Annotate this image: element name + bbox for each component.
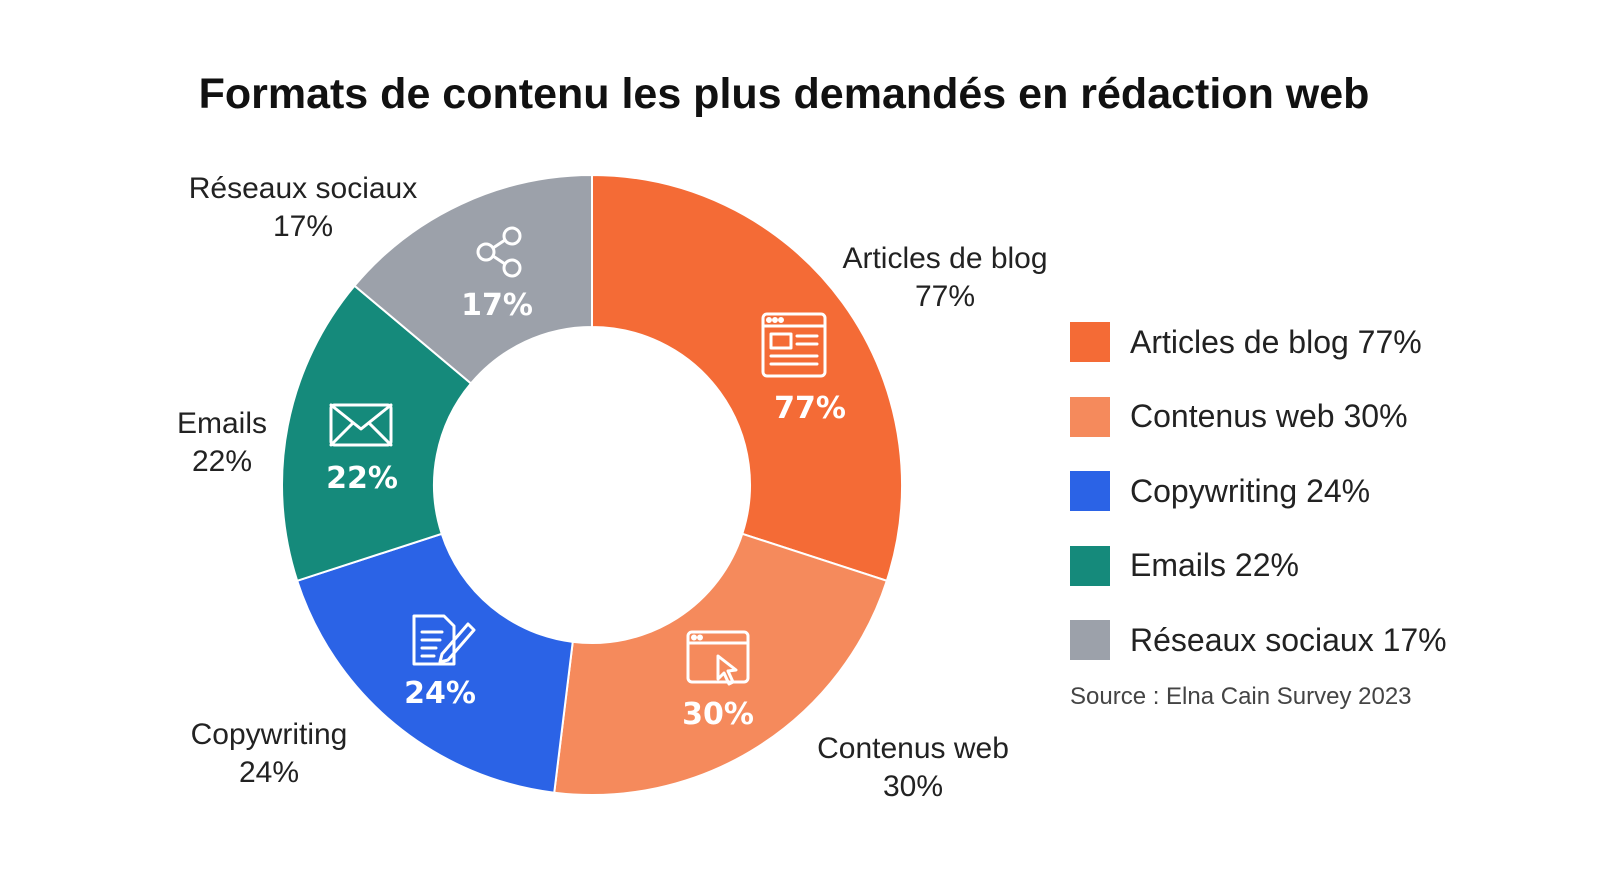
legend-swatch: [1070, 620, 1110, 661]
legend-item: Copywriting 24%: [1070, 454, 1447, 529]
legend-label: Copywriting 24%: [1130, 472, 1371, 509]
outer-label-articles: Articles de blog 77%: [842, 242, 1048, 313]
outer-label-reseaux: Réseaux sociaux 17%: [188, 172, 418, 243]
slice-value-label: 24%: [404, 676, 476, 711]
chart-title: Formats de contenu les plus demandés en …: [198, 70, 1370, 118]
legend-item: Articles de blog 77%: [1070, 305, 1447, 380]
slice-value-label: 22%: [326, 461, 398, 496]
legend-swatch: [1070, 322, 1110, 363]
slice-value-label: 17%: [461, 288, 533, 323]
legend-swatch: [1070, 396, 1110, 437]
share-icon: [476, 226, 522, 278]
legend-label: Contenus web 30%: [1130, 398, 1408, 435]
slice-contenus: [553, 532, 889, 796]
legend-label: Emails 22%: [1130, 547, 1299, 584]
legend-label: Réseaux sociaux 17%: [1130, 621, 1447, 658]
slice-reseaux: [353, 173, 593, 385]
slice-value-label: 77%: [774, 391, 846, 426]
legend-item: Réseaux sociaux 17%: [1070, 603, 1447, 678]
slice-emails: [281, 284, 473, 583]
outer-label-copywriting: Copywriting 24%: [190, 718, 348, 789]
outer-label-contenus: Contenus web 30%: [817, 732, 1009, 803]
browser-cursor-icon: [686, 630, 750, 686]
outer-label-emails: Emails 22%: [176, 407, 268, 478]
legend-item: Contenus web 30%: [1070, 380, 1447, 455]
slice-value-label: 30%: [682, 697, 754, 732]
envelope-icon: [329, 403, 393, 447]
legend-swatch: [1070, 545, 1110, 586]
legend-label: Articles de blog 77%: [1130, 323, 1422, 360]
legend-swatch: [1070, 471, 1110, 512]
browser-article-icon: [761, 312, 827, 378]
source-note: Source : Elna Cain Survey 2023: [1070, 683, 1412, 710]
legend: Articles de blog 77% Contenus web 30% Co…: [1070, 305, 1447, 678]
slice-articles: [591, 173, 903, 583]
legend-item: Emails 22%: [1070, 529, 1447, 604]
document-pen-icon: [412, 614, 476, 666]
